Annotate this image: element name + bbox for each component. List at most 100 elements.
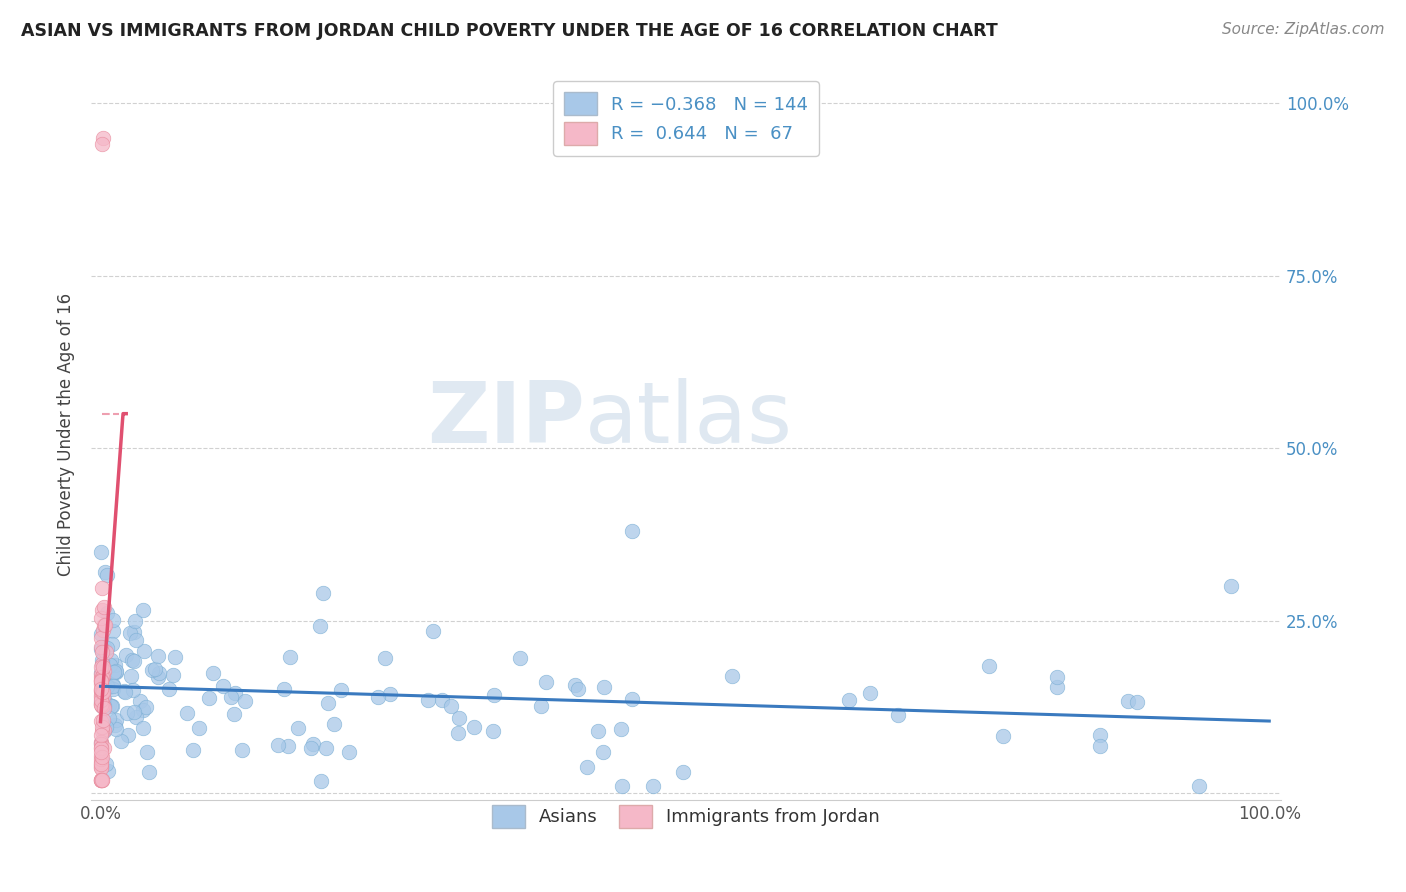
- Point: [621, 524, 644, 538]
- Point: [90, 627, 112, 641]
- Point: [90, 755, 112, 769]
- Point: [530, 698, 553, 713]
- Point: [104, 718, 127, 732]
- Point: [122, 682, 145, 697]
- Point: [90, 741, 112, 756]
- Point: [224, 686, 246, 700]
- Point: [575, 760, 598, 774]
- Point: [422, 624, 444, 638]
- Point: [124, 615, 146, 629]
- Point: [90, 682, 112, 697]
- Point: [482, 724, 505, 739]
- Point: [90, 751, 112, 765]
- Point: [329, 682, 352, 697]
- Point: [90, 772, 112, 787]
- Point: [94, 566, 117, 580]
- Point: [90, 582, 112, 596]
- Point: [90, 137, 112, 152]
- Point: [991, 730, 1014, 744]
- Point: [89, 641, 111, 656]
- Point: [374, 651, 396, 665]
- Point: [93, 664, 115, 678]
- Point: [96, 720, 118, 734]
- Point: [136, 745, 159, 759]
- Point: [90, 736, 112, 750]
- Point: [222, 706, 245, 721]
- Point: [337, 745, 360, 759]
- Point: [278, 649, 301, 664]
- Point: [104, 664, 127, 678]
- Point: [308, 618, 330, 632]
- Point: [91, 697, 114, 711]
- Point: [378, 686, 401, 700]
- Point: [101, 698, 124, 713]
- Point: [115, 706, 138, 720]
- Point: [90, 689, 112, 703]
- Point: [416, 693, 439, 707]
- Point: [90, 645, 112, 659]
- Point: [112, 683, 135, 698]
- Point: [90, 772, 112, 787]
- Point: [536, 674, 558, 689]
- Point: [299, 741, 322, 756]
- Point: [509, 651, 531, 665]
- Point: [90, 723, 112, 738]
- Point: [316, 696, 339, 710]
- Point: [103, 678, 125, 692]
- Point: [90, 660, 112, 674]
- Point: [1046, 680, 1069, 694]
- Point: [89, 670, 111, 684]
- Point: [312, 586, 335, 600]
- Point: [202, 665, 225, 680]
- Point: [90, 692, 112, 706]
- Point: [447, 726, 470, 740]
- Point: [91, 669, 114, 683]
- Point: [1219, 579, 1241, 593]
- Point: [93, 695, 115, 709]
- Point: [165, 650, 187, 665]
- Point: [447, 711, 470, 725]
- Point: [132, 644, 155, 658]
- Point: [93, 723, 115, 738]
- Point: [90, 611, 112, 625]
- Text: ZIP: ZIP: [427, 378, 585, 461]
- Point: [315, 741, 337, 756]
- Point: [367, 690, 389, 704]
- Point: [90, 772, 112, 787]
- Point: [90, 666, 112, 681]
- Point: [91, 720, 114, 734]
- Point: [93, 741, 115, 756]
- Point: [143, 663, 166, 677]
- Point: [586, 724, 609, 739]
- Point: [120, 669, 142, 683]
- Point: [211, 679, 233, 693]
- Point: [90, 745, 112, 759]
- Point: [93, 640, 115, 655]
- Point: [100, 699, 122, 714]
- Point: [121, 653, 143, 667]
- Point: [104, 722, 127, 736]
- Point: [463, 720, 485, 734]
- Point: [309, 773, 332, 788]
- Point: [93, 699, 115, 714]
- Point: [135, 700, 157, 714]
- Point: [90, 673, 112, 688]
- Point: [90, 603, 112, 617]
- Point: [90, 684, 112, 698]
- Point: [91, 698, 114, 713]
- Point: [90, 673, 112, 688]
- Point: [104, 657, 127, 672]
- Point: [90, 677, 112, 691]
- Point: [125, 710, 148, 724]
- Point: [91, 676, 114, 690]
- Point: [610, 780, 633, 794]
- Point: [101, 682, 124, 697]
- Point: [96, 640, 118, 655]
- Point: [162, 667, 184, 681]
- Point: [198, 690, 221, 705]
- Point: [90, 690, 112, 704]
- Point: [567, 681, 589, 696]
- Point: [276, 739, 298, 754]
- Point: [105, 665, 128, 679]
- Point: [90, 670, 112, 684]
